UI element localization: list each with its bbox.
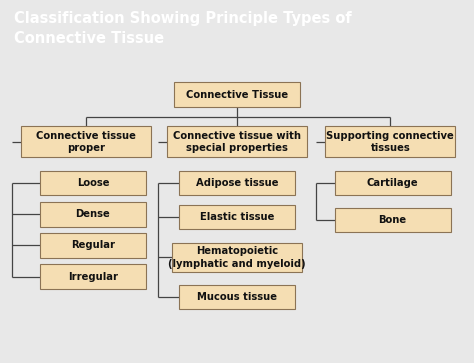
FancyBboxPatch shape [179, 205, 295, 229]
FancyBboxPatch shape [39, 202, 146, 227]
Text: Mucous tissue: Mucous tissue [197, 292, 277, 302]
FancyBboxPatch shape [179, 285, 295, 309]
FancyBboxPatch shape [174, 82, 300, 107]
FancyBboxPatch shape [39, 171, 146, 195]
Text: Irregular: Irregular [68, 272, 118, 282]
FancyBboxPatch shape [335, 208, 451, 232]
Text: Elastic tissue: Elastic tissue [200, 212, 274, 223]
Text: Regular: Regular [71, 240, 115, 250]
FancyBboxPatch shape [172, 242, 302, 272]
Text: Loose: Loose [77, 178, 109, 188]
FancyBboxPatch shape [39, 264, 146, 289]
Text: Connective tissue
proper: Connective tissue proper [36, 131, 136, 153]
Text: Supporting connective
tissues: Supporting connective tissues [327, 131, 454, 153]
Text: Bone: Bone [379, 215, 407, 225]
FancyBboxPatch shape [167, 126, 307, 158]
FancyBboxPatch shape [325, 126, 456, 158]
FancyBboxPatch shape [39, 233, 146, 258]
Text: Connective tissue with
special properties: Connective tissue with special propertie… [173, 131, 301, 153]
Text: Classification Showing Principle Types of
Connective Tissue: Classification Showing Principle Types o… [14, 11, 352, 46]
Text: Adipose tissue: Adipose tissue [196, 178, 278, 188]
Text: Cartilage: Cartilage [367, 178, 419, 188]
FancyBboxPatch shape [179, 171, 295, 195]
Text: Dense: Dense [76, 209, 110, 219]
Text: Hematopoietic
(lymphatic and myeloid): Hematopoietic (lymphatic and myeloid) [168, 246, 306, 269]
Text: Connective Tissue: Connective Tissue [186, 90, 288, 99]
FancyBboxPatch shape [335, 171, 451, 195]
FancyBboxPatch shape [21, 126, 151, 158]
